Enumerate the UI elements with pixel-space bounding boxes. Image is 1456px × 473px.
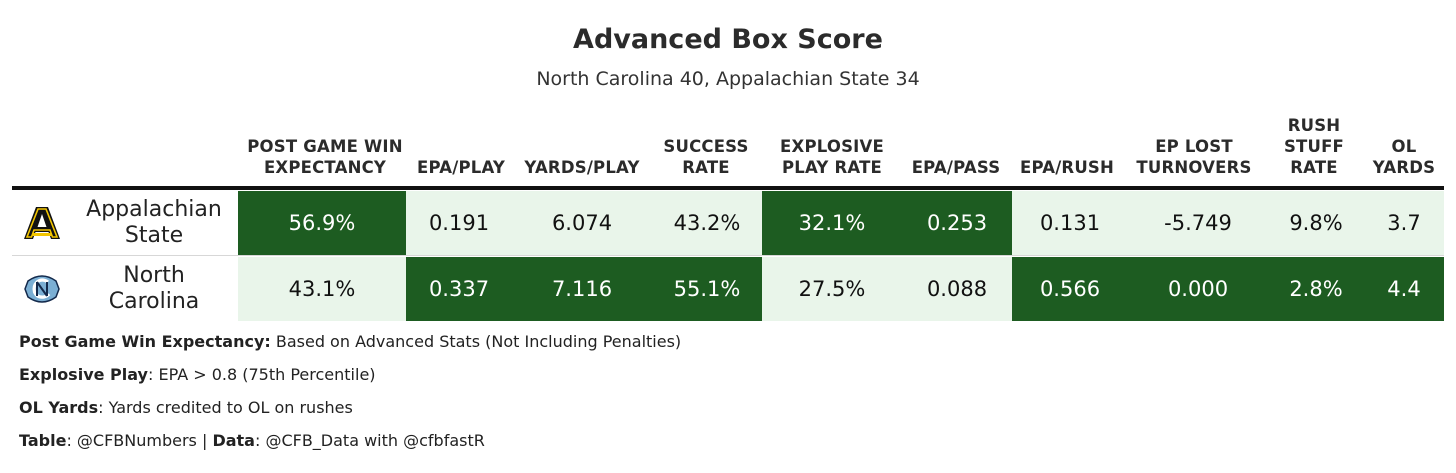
cell-success-rate: 43.2% (652, 191, 762, 255)
cell-rush-stuff-rate: 2.8% (1268, 257, 1364, 321)
header-rush-stuff-rate: RUSH STUFF RATE (1283, 116, 1345, 177)
cell-explosive-play-rate: 32.1% (762, 191, 902, 255)
table-header: POST GAME WIN EXPECTANCY EPA/PLAY YARDS/P… (12, 110, 1444, 184)
header-explosive-play-rate: EXPLOSIVE PLAY RATE (780, 137, 884, 177)
team-cell: North Carolina (12, 257, 238, 321)
appalachian-state-logo (24, 207, 60, 239)
header-ol-yards: OL YARDS (1372, 137, 1436, 177)
table-row: North Carolina 43.1% 0.337 7.116 55.1% 27… (12, 257, 1444, 321)
cell-rush-stuff-rate: 9.8% (1268, 191, 1364, 255)
page-title: Advanced Box Score (573, 24, 883, 55)
cell-epa-rush: 0.131 (1012, 191, 1128, 255)
header-yards-play: YARDS/PLAY (524, 158, 640, 177)
cell-success-rate: 55.1% (652, 257, 762, 321)
header-ep-lost-turnovers: EP LOST TURNOVERS (1136, 137, 1252, 177)
cell-win-expectancy: 43.1% (238, 257, 406, 321)
header-epa-play: EPA/PLAY (417, 158, 505, 177)
cell-epa-pass: 0.088 (902, 257, 1012, 321)
table-row: Appalachian State 56.9% 0.191 6.074 43.2%… (12, 191, 1444, 255)
header-win-expectancy: POST GAME WIN EXPECTANCY (247, 137, 403, 177)
cell-ol-yards: 3.7 (1364, 191, 1444, 255)
header-epa-rush: EPA/RUSH (1019, 158, 1115, 177)
cell-ol-yards: 4.4 (1364, 257, 1444, 321)
cell-win-expectancy: 56.9% (238, 191, 406, 255)
cell-ep-lost-turnovers: -5.749 (1128, 191, 1268, 255)
page-subtitle: North Carolina 40, Appalachian State 34 (536, 68, 920, 90)
cell-epa-rush: 0.566 (1012, 257, 1128, 321)
team-name: Appalachian State (86, 197, 222, 248)
note-win-expectancy: Post Game Win Expectancy: Based on Advan… (19, 332, 682, 351)
north-carolina-logo (24, 275, 60, 303)
note-explosive-play: Explosive Play: EPA > 0.8 (75th Percenti… (19, 365, 376, 384)
cell-epa-play: 0.337 (406, 257, 512, 321)
team-name: North Carolina (108, 263, 200, 314)
cell-yards-play: 7.116 (512, 257, 652, 321)
row-divider (12, 255, 1444, 256)
footnotes: Post Game Win Expectancy: Based on Advan… (19, 330, 681, 462)
header-rule (12, 186, 1444, 190)
note-ol-yards: OL Yards: Yards credited to OL on rushes (19, 398, 353, 417)
cell-explosive-play-rate: 27.5% (762, 257, 902, 321)
header-epa-pass: EPA/PASS (911, 158, 1001, 177)
cell-epa-pass: 0.253 (902, 191, 1012, 255)
header-success-rate: SUCCESS RATE (663, 137, 749, 177)
note-credits: Table: @CFBNumbers | Data: @CFB_Data wit… (19, 431, 485, 450)
cell-ep-lost-turnovers: 0.000 (1128, 257, 1268, 321)
cell-epa-play: 0.191 (406, 191, 512, 255)
team-cell: Appalachian State (12, 191, 238, 255)
cell-yards-play: 6.074 (512, 191, 652, 255)
